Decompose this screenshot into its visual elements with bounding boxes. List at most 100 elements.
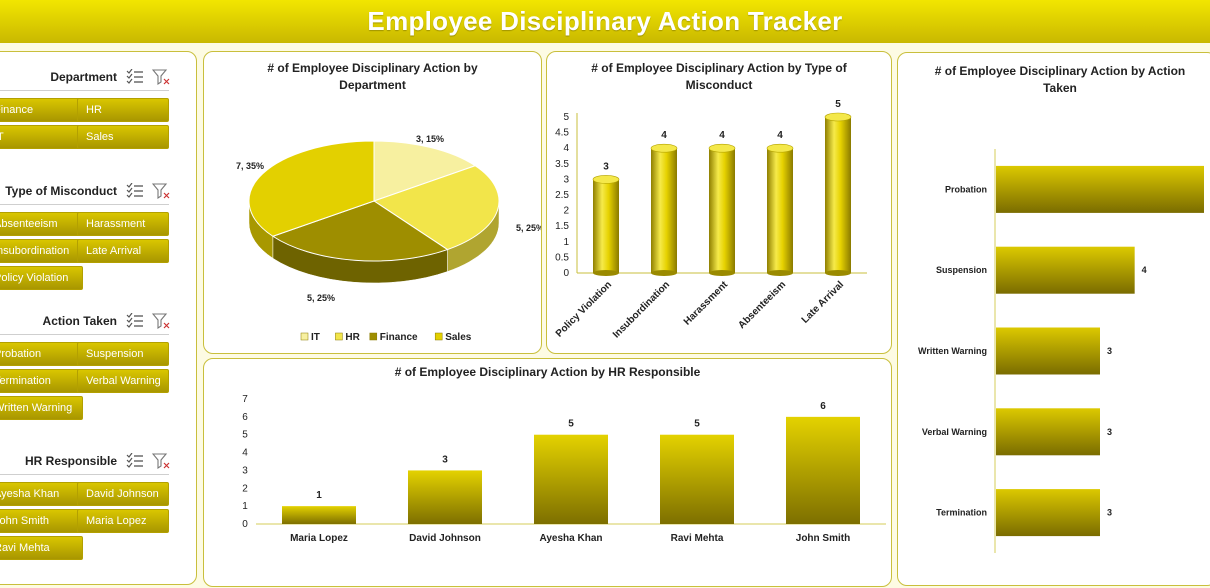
y-tick-label: Written Warning xyxy=(918,346,987,356)
slicer-item[interactable]: Suspension xyxy=(77,342,169,366)
slicer-item[interactable]: Ravi Mehta xyxy=(0,536,83,560)
bar xyxy=(282,506,356,524)
slicer-title: HR Responsible xyxy=(24,454,117,468)
bar-data-label: 5 xyxy=(694,419,700,430)
action-bar-chart: Probation Suspension 4 Written Warning 3 Verb… xyxy=(918,149,1204,553)
y-tick-label: Suspension xyxy=(936,265,987,275)
bar xyxy=(825,117,851,273)
slicer-item[interactable]: Insubordination xyxy=(0,239,83,263)
bar-cap xyxy=(708,143,736,153)
y-tick-label: Verbal Warning xyxy=(922,427,987,437)
bar xyxy=(996,408,1100,456)
bar xyxy=(651,148,677,273)
slicer-panel: Department FinanceHR ITSales Type of Miscon… xyxy=(0,51,197,585)
pie-slice-hr xyxy=(372,165,500,251)
y-tick-label: 3.5 xyxy=(555,159,569,170)
legend-swatch xyxy=(300,332,309,341)
slicer-item[interactable]: David Johnson xyxy=(77,482,169,506)
y-tick-label: 1 xyxy=(563,237,569,248)
bar xyxy=(709,148,735,273)
misconduct-chart-title: # of Employee Disciplinary Action by Typ… xyxy=(591,61,847,92)
pie-data-label: 7, 35% xyxy=(236,161,264,171)
slicer-title: Type of Misconduct xyxy=(5,184,117,198)
multi-select-icon[interactable] xyxy=(126,313,144,329)
slicer-item[interactable]: Harassment xyxy=(77,212,169,236)
y-tick-label: 1.5 xyxy=(555,221,569,232)
misconduct-chart-panel: # of Employee Disciplinary Action by Typ… xyxy=(546,51,892,354)
y-tick-label: 5 xyxy=(242,430,248,441)
slicer-item[interactable]: Ayesha Khan xyxy=(0,482,83,506)
bar-data-label: 3 xyxy=(1107,427,1112,437)
y-tick-label: 0 xyxy=(242,519,248,530)
action-chart-title: # of Employee Disciplinary Action by Act… xyxy=(934,64,1186,95)
clear-filter-icon[interactable] xyxy=(152,313,170,329)
legend-swatch xyxy=(434,332,443,341)
bar-data-label: 4 xyxy=(719,130,725,141)
dashboard-canvas: DepartmentFinanceHRITSalesType of Miscon… xyxy=(0,43,1210,588)
y-tick-label: 6 xyxy=(242,412,248,423)
x-tick-label: Maria Lopez xyxy=(290,533,348,544)
legend-label: Sales xyxy=(445,332,472,343)
slicer-item[interactable]: Probation xyxy=(0,342,83,366)
y-tick-label: 0.5 xyxy=(555,252,569,263)
y-tick-label: 7 xyxy=(242,394,248,405)
legend-label: IT xyxy=(311,332,320,343)
y-tick-label: 3 xyxy=(242,465,248,476)
x-tick-label: Harassment xyxy=(682,279,731,328)
hr-bar-chart: 0 1 2 3 4 5 6 7 1 Maria Lopez 3 David Johnson 5 Ayesh… xyxy=(242,394,886,544)
clear-filter-icon[interactable] xyxy=(152,183,170,199)
hr-chart-panel: # of Employee Disciplinary Action by HR … xyxy=(203,358,892,587)
y-tick-label: 2.5 xyxy=(555,190,569,201)
bar xyxy=(996,327,1100,375)
slicer-item[interactable]: HR xyxy=(77,98,169,122)
bar-base xyxy=(593,270,619,276)
multi-select-icon[interactable] xyxy=(126,183,144,199)
x-tick-label: Late Arrival xyxy=(800,279,847,326)
bar-data-label: 4 xyxy=(1142,265,1147,275)
slicer-item[interactable]: Written Warning xyxy=(0,396,83,420)
slicer-item[interactable]: Verbal Warning xyxy=(77,369,169,393)
slicer-title: Action Taken xyxy=(42,314,117,328)
slicer-item[interactable]: Maria Lopez xyxy=(77,509,169,533)
slicer-item[interactable]: IT xyxy=(0,125,83,149)
pie-slice-finance xyxy=(271,200,449,262)
multi-select-icon[interactable] xyxy=(126,453,144,469)
slicer-department: Department FinanceHR ITSales xyxy=(0,66,170,149)
bar xyxy=(593,179,619,273)
slicer-item[interactable]: Absenteeism xyxy=(0,212,83,236)
slicer-item[interactable]: Sales xyxy=(77,125,169,149)
clear-filter-icon[interactable] xyxy=(152,69,170,85)
bar xyxy=(996,246,1135,294)
slicer-item[interactable]: Finance xyxy=(0,98,83,122)
slicer-item[interactable]: Late Arrival xyxy=(77,239,169,263)
slicer-title-clip: Department xyxy=(0,66,121,90)
y-tick-label: 2 xyxy=(242,483,248,494)
y-tick-label: 2 xyxy=(563,206,569,217)
bar xyxy=(996,165,1204,213)
slicer-title-clip: HR Responsible xyxy=(0,450,121,474)
slicer-header: Department xyxy=(0,66,170,91)
bar-data-label: 3 xyxy=(442,454,448,465)
department-chart-title: # of Employee Disciplinary Action by Dep… xyxy=(267,61,478,92)
slicer-item[interactable]: Policy Violation xyxy=(0,266,83,290)
bar-base xyxy=(767,270,793,276)
slicer-item[interactable]: Termination xyxy=(0,369,83,393)
slicer-item[interactable]: John Smith xyxy=(0,509,83,533)
bar-data-label: 5 xyxy=(568,419,574,430)
clear-filter-icon[interactable] xyxy=(152,453,170,469)
legend-swatch xyxy=(335,332,343,341)
slicer-header: Action Taken xyxy=(0,310,170,335)
slicer-type-of-misconduct: Type of Misconduct Absenteeism Harassment I… xyxy=(0,180,170,290)
bar xyxy=(996,489,1100,537)
bar xyxy=(408,470,482,524)
slicer-header: Type of Misconduct xyxy=(0,180,170,205)
bar-base xyxy=(651,270,677,276)
bar xyxy=(786,416,860,524)
department-chart-panel: # of Employee Disciplinary Action by Dep… xyxy=(203,51,542,354)
multi-select-icon[interactable] xyxy=(126,69,144,85)
title-bar: Employee Disciplinary Action Tracker xyxy=(0,0,1210,43)
y-tick-label: 5 xyxy=(563,112,569,123)
slicer-title-clip: Action Taken xyxy=(0,310,121,334)
